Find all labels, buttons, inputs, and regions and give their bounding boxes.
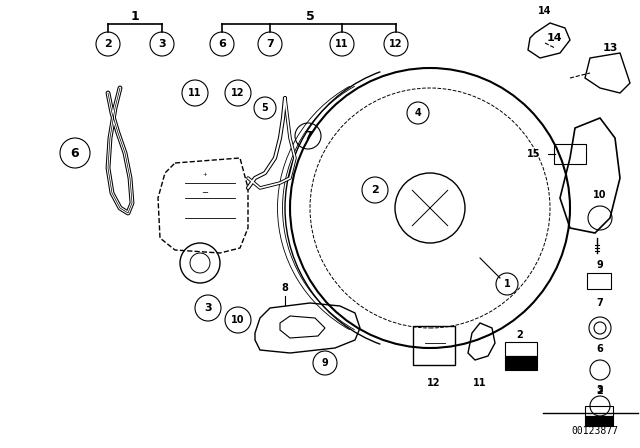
Text: 14: 14 xyxy=(547,33,563,43)
Text: 12: 12 xyxy=(428,378,441,388)
Text: 13: 13 xyxy=(602,43,618,53)
Text: 2: 2 xyxy=(516,330,524,340)
Text: −: − xyxy=(202,189,209,198)
Text: 14: 14 xyxy=(538,6,552,16)
Text: 2: 2 xyxy=(596,386,604,396)
Text: 10: 10 xyxy=(593,190,607,200)
Text: 3: 3 xyxy=(596,385,604,395)
Text: 5: 5 xyxy=(262,103,268,113)
Text: 12: 12 xyxy=(231,88,244,98)
Text: 11: 11 xyxy=(188,88,202,98)
Bar xyxy=(585,406,613,416)
Text: 6: 6 xyxy=(70,146,79,159)
Text: 3: 3 xyxy=(158,39,166,49)
Text: 12: 12 xyxy=(389,39,403,49)
Text: 7: 7 xyxy=(596,298,604,308)
Text: 7: 7 xyxy=(304,131,312,141)
Text: 00123877: 00123877 xyxy=(572,426,618,436)
Text: 10: 10 xyxy=(231,315,244,325)
Text: 2: 2 xyxy=(371,185,379,195)
Text: 6: 6 xyxy=(596,344,604,354)
Text: 9: 9 xyxy=(322,358,328,368)
Bar xyxy=(505,356,537,370)
Text: 5: 5 xyxy=(306,9,314,22)
Text: 1: 1 xyxy=(504,279,510,289)
Bar xyxy=(585,416,613,426)
Text: 8: 8 xyxy=(282,283,289,293)
Text: 11: 11 xyxy=(335,39,349,49)
Text: ₊: ₊ xyxy=(203,168,207,177)
Bar xyxy=(505,342,537,356)
Text: 11: 11 xyxy=(473,378,487,388)
Text: 1: 1 xyxy=(131,9,140,22)
Text: 15: 15 xyxy=(527,149,540,159)
Text: 2: 2 xyxy=(104,39,112,49)
Text: 9: 9 xyxy=(596,260,604,270)
Text: 6: 6 xyxy=(218,39,226,49)
Text: 4: 4 xyxy=(415,108,421,118)
Text: 3: 3 xyxy=(204,303,212,313)
Text: 7: 7 xyxy=(266,39,274,49)
